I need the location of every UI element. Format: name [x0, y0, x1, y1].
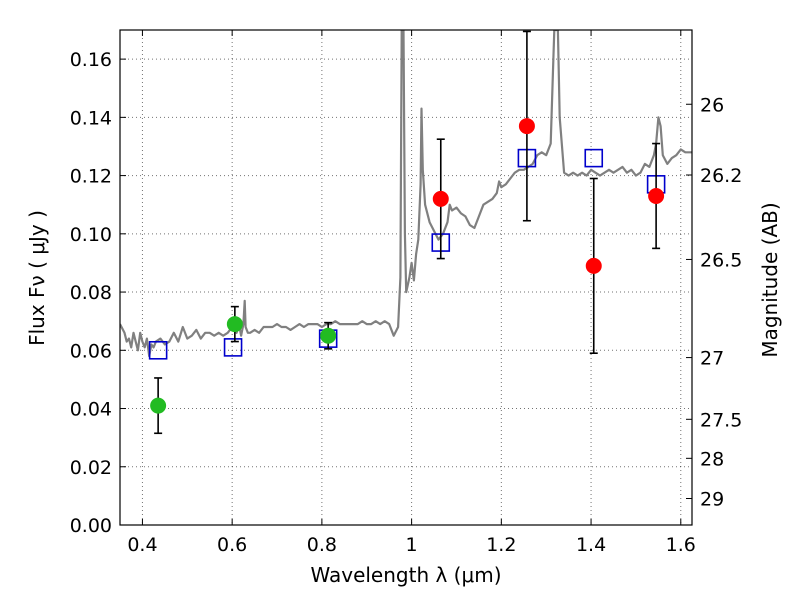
- axis-ticks: [120, 30, 692, 526]
- x-tick-label: 0.8: [307, 534, 337, 556]
- y2-tick-label: 27.5: [700, 409, 742, 431]
- y2-tick-label: 26.2: [700, 165, 742, 187]
- data-point-circle: [585, 257, 602, 274]
- plot-frame: [119, 29, 693, 526]
- data-point-circle: [320, 327, 337, 344]
- y2-axis-label: Magnitude (AB): [758, 202, 782, 357]
- y-axis-label: Flux Fν ( μJy ): [25, 210, 49, 346]
- data-point-circle: [518, 118, 535, 135]
- y-tick-label: 0.10: [70, 224, 112, 246]
- y-tick-label: 0.14: [70, 107, 112, 129]
- y-tick-label: 0.04: [70, 399, 112, 421]
- spectrum-line: [120, 30, 692, 358]
- data-point-circle: [432, 190, 449, 207]
- x-axis-label: Wavelength λ (μm): [310, 563, 501, 587]
- data-point-circle: [648, 187, 665, 204]
- tick-labels: 0.4 0.6 0.8 1 1.2 1.4 1.6 0.00 0.02 0.04 0.06 0.08 0…: [70, 49, 743, 556]
- x-tick-label: 1.6: [666, 534, 696, 556]
- y2-tick-label: 27: [700, 348, 724, 370]
- y-tick-label: 0.00: [70, 515, 112, 537]
- y-tick-label: 0.12: [70, 166, 112, 188]
- y2-tick-label: 28: [700, 448, 724, 470]
- x-tick-label: 1.2: [486, 534, 516, 556]
- model-point-square: [223, 338, 243, 357]
- y-tick-label: 0.02: [70, 457, 112, 479]
- spectrum-layer: [120, 30, 692, 358]
- x-tick-label: 1.4: [576, 534, 606, 556]
- model-point-square: [584, 148, 604, 168]
- x-tick-label: 1: [406, 534, 418, 556]
- x-tick-label: 0.6: [217, 534, 247, 556]
- x-tick-label: 0.4: [127, 534, 157, 556]
- y-tick-label: 0.16: [70, 49, 112, 71]
- y2-tick-label: 29: [700, 489, 724, 511]
- y-tick-label: 0.08: [70, 282, 112, 304]
- y-tick-label: 0.06: [70, 340, 112, 362]
- y2-tick-label: 26.5: [700, 249, 742, 271]
- model-point-square: [148, 340, 168, 360]
- data-point-circle: [150, 397, 167, 414]
- data-point-circle: [226, 316, 243, 333]
- y2-tick-label: 26: [700, 94, 724, 116]
- marker-layer: [148, 30, 666, 435]
